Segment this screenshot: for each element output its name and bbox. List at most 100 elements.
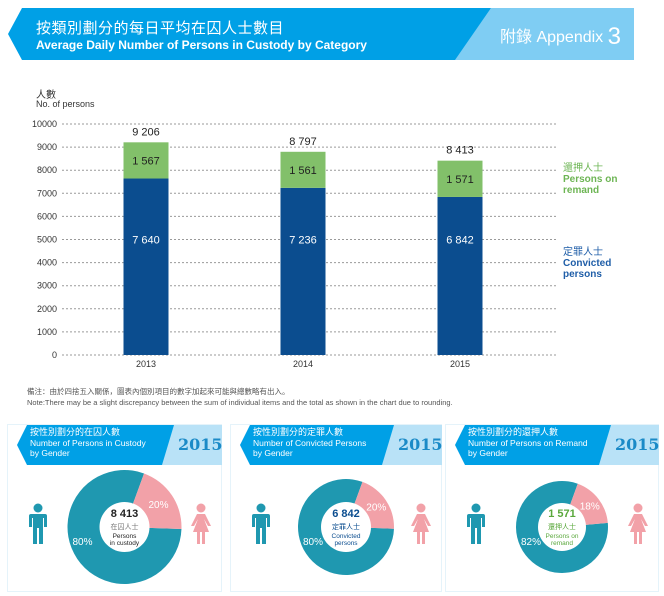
panel-title-zh: 按性別劃分的在囚人數 bbox=[30, 428, 121, 438]
y-tick-label: 6000 bbox=[37, 211, 57, 221]
y-axis-title: No. of persons bbox=[36, 99, 95, 109]
panel-title-zh: 按性別劃分的還押人數 bbox=[468, 428, 559, 438]
donut-total: 1 571 bbox=[548, 508, 576, 520]
panel-title-en-1: Number of Persons on Remand bbox=[468, 438, 588, 448]
x-tick-label: 2015 bbox=[450, 359, 470, 369]
panel-title-en-1: Number of Convicted Persons bbox=[253, 438, 367, 448]
y-tick-label: 7000 bbox=[37, 188, 57, 198]
bar-remand bbox=[437, 160, 483, 197]
donut-center-en-1: Convicted bbox=[332, 533, 361, 540]
legend-remand: 還押人士 Persons on remand bbox=[563, 163, 617, 196]
y-tick-label: 1000 bbox=[37, 327, 57, 337]
panel-title-en-2: by Gender bbox=[468, 448, 508, 458]
panel-title-zh: 按性別劃分的定罪人數 bbox=[253, 428, 344, 438]
donut-male-label: 80% bbox=[303, 537, 323, 548]
panel-title: 按性別劃分的還押人數 Number of Persons on Remand b… bbox=[468, 428, 588, 458]
male-icon-body bbox=[29, 514, 47, 544]
y-tick-label: 8000 bbox=[37, 165, 57, 175]
donut-hole bbox=[321, 502, 371, 552]
donut-hole bbox=[538, 503, 586, 551]
male-icon-head bbox=[256, 503, 266, 513]
donut-male-label: 80% bbox=[73, 537, 93, 548]
legend-convicted-en-2: persons bbox=[563, 269, 602, 280]
panel-year: 2015 bbox=[178, 435, 223, 454]
gender-panel bbox=[230, 424, 442, 592]
donut-total: 8 413 bbox=[111, 508, 139, 520]
female-icon-head bbox=[196, 503, 206, 513]
bar-remand bbox=[123, 142, 169, 179]
gender-panel bbox=[445, 424, 659, 592]
panel-year: 2015 bbox=[398, 435, 443, 454]
donut-center-zh: 定罪人士 bbox=[332, 522, 360, 531]
gender-panel bbox=[7, 424, 222, 592]
bar-remand-label: 1 561 bbox=[289, 165, 317, 177]
male-icon bbox=[467, 503, 485, 544]
legend-remand-en-2: remand bbox=[563, 185, 600, 196]
male-icon-body bbox=[467, 514, 485, 544]
legend-convicted: 定罪人士 Convicted persons bbox=[563, 247, 611, 280]
bar-convicted bbox=[437, 196, 483, 355]
legend-remand-zh: 還押人士 bbox=[563, 163, 603, 174]
legend-remand-en-1: Persons on bbox=[563, 174, 618, 185]
panel-title-banner bbox=[17, 425, 187, 465]
appendix-number: 3 bbox=[607, 23, 621, 50]
stacked-bar-chart: 0 1000 2000 3000 4000 5000 6000 7000 8000 9000 100… bbox=[32, 119, 556, 369]
y-axis-title-zh: 人數 bbox=[36, 90, 56, 101]
donut-female-label: 18% bbox=[580, 502, 600, 513]
panel-title: 按性別劃分的定罪人數 Number of Convicted Persons b… bbox=[253, 428, 366, 458]
page-title-en: Average Daily Number of Persons in Custo… bbox=[36, 38, 367, 52]
female-icon-body bbox=[411, 514, 431, 544]
x-tick-label: 2013 bbox=[136, 359, 156, 369]
legend-convicted-en-1: Convicted bbox=[563, 258, 612, 269]
female-icon bbox=[191, 503, 211, 544]
female-icon-body bbox=[628, 514, 648, 544]
male-icon-head bbox=[33, 503, 43, 513]
title-banner bbox=[8, 8, 491, 60]
donut-center-en-2: remand bbox=[551, 540, 573, 547]
male-icon-head bbox=[471, 503, 481, 513]
bar-remand-label: 1 567 bbox=[132, 155, 160, 167]
y-tick-label: 3000 bbox=[37, 281, 57, 291]
bar-total-label: 8 413 bbox=[446, 145, 474, 157]
y-tick-label: 2000 bbox=[37, 304, 57, 314]
donut-center-en-2: in custody bbox=[110, 540, 140, 547]
panel-title-banner bbox=[240, 425, 407, 465]
female-icon-body bbox=[191, 514, 211, 544]
y-tick-label: 4000 bbox=[37, 258, 57, 268]
bar-convicted-label: 6 842 bbox=[446, 235, 474, 247]
panel-title-en-2: by Gender bbox=[30, 448, 70, 458]
donut-center-zh: 在囚人士 bbox=[111, 522, 139, 531]
donut-female-label: 20% bbox=[149, 500, 169, 511]
panel-title-en-1: Number of Persons in Custody bbox=[30, 438, 146, 448]
donut-total: 6 842 bbox=[332, 508, 360, 520]
female-icon bbox=[628, 503, 648, 544]
bar-convicted-label: 7 640 bbox=[132, 235, 160, 247]
female-icon-head bbox=[416, 503, 426, 513]
donut-center-en-1: Persons bbox=[113, 533, 138, 540]
note-zh: 備注：由於四捨五入關係，圖表內個別項目的數字加起來可能與總數略有出入。 bbox=[27, 387, 290, 396]
x-tick-label: 2014 bbox=[293, 359, 313, 369]
bar-total-label: 8 797 bbox=[289, 136, 317, 148]
bar-convicted bbox=[123, 178, 169, 355]
donut-female-label: 20% bbox=[366, 503, 386, 514]
y-tick-label: 0 bbox=[52, 350, 57, 360]
y-tick-label: 5000 bbox=[37, 235, 57, 245]
male-icon bbox=[252, 503, 270, 544]
donut-male-label: 82% bbox=[521, 537, 541, 548]
donut-center-zh: 還押人士 bbox=[548, 522, 576, 531]
appendix-text: 附錄 Appendix bbox=[500, 29, 604, 46]
note-en: Note:There may be a slight discrepancy b… bbox=[27, 398, 453, 407]
y-tick-label: 9000 bbox=[37, 142, 57, 152]
bar-remand bbox=[280, 151, 326, 188]
donut-center-en-2: persons bbox=[334, 540, 358, 547]
appendix-label: 附錄 Appendix 3 bbox=[500, 21, 621, 50]
panel-title: 按性別劃分的在囚人數 Number of Persons in Custody … bbox=[30, 428, 146, 458]
female-icon-head bbox=[633, 503, 643, 513]
y-tick-label: 10000 bbox=[32, 119, 57, 129]
legend-convicted-zh: 定罪人士 bbox=[563, 247, 603, 258]
donut-hole bbox=[99, 502, 150, 552]
female-icon bbox=[411, 503, 431, 544]
